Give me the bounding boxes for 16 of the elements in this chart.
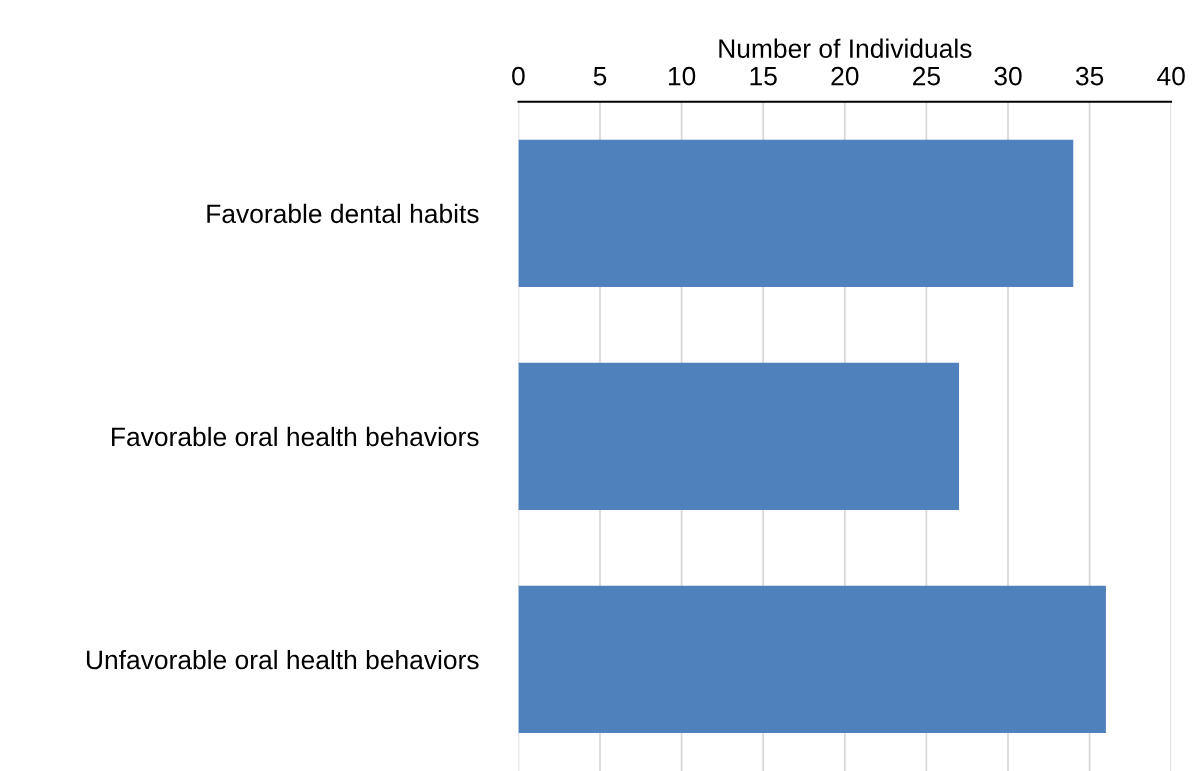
x-tick-label: 5 bbox=[593, 67, 607, 86]
bar bbox=[518, 362, 960, 510]
y-tick-label: Favorable oral health behaviors bbox=[112, 426, 479, 447]
bar bbox=[518, 585, 1106, 734]
x-tick-label: 20 bbox=[831, 66, 859, 86]
x-axis-title: Number of Individuals bbox=[719, 38, 972, 58]
x-tick-label: 10 bbox=[668, 66, 696, 86]
x-tick-label: 35 bbox=[1075, 66, 1104, 86]
y-tick-label: Favorable dental habits bbox=[207, 203, 479, 224]
x-tick-label: 30 bbox=[994, 66, 1022, 86]
x-tick-label: 15 bbox=[750, 67, 777, 86]
bar bbox=[518, 139, 1074, 287]
y-tick-label: Unfavorable oral health behaviors bbox=[86, 649, 479, 670]
x-tick-label: 25 bbox=[913, 66, 940, 86]
x-tick-label: 40 bbox=[1157, 66, 1185, 86]
x-tick-label: 0 bbox=[512, 66, 525, 86]
